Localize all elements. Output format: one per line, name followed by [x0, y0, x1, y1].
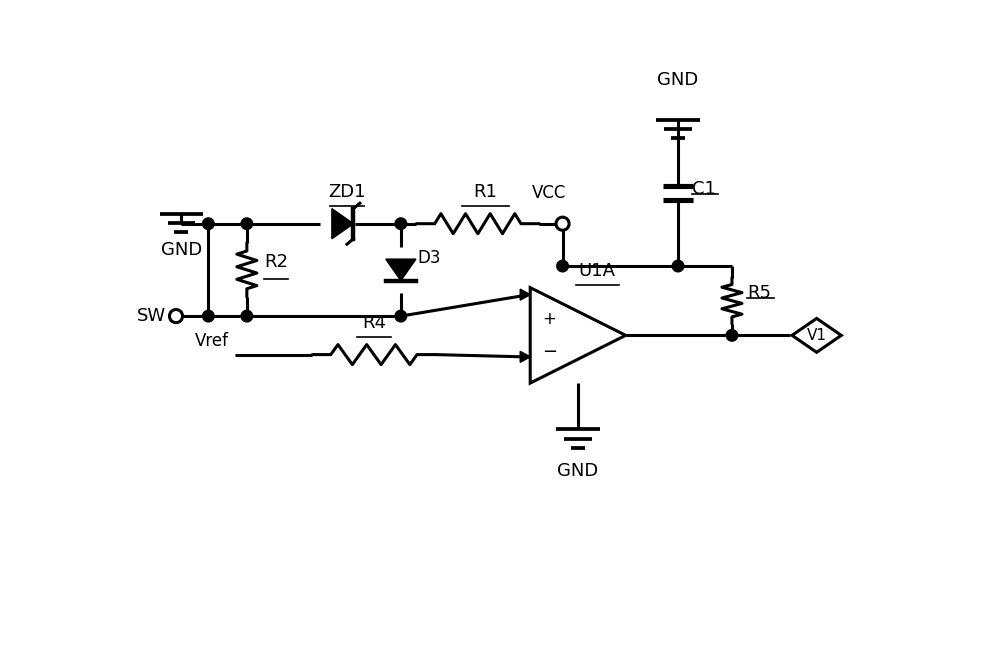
Text: U1A: U1A [579, 262, 616, 280]
Text: R5: R5 [747, 284, 771, 302]
Circle shape [672, 261, 684, 272]
Text: D3: D3 [418, 250, 441, 267]
Text: SW: SW [137, 307, 166, 325]
Polygon shape [386, 259, 416, 281]
Text: ZD1: ZD1 [328, 183, 366, 201]
Text: C1: C1 [692, 180, 716, 198]
Text: R1: R1 [474, 183, 497, 201]
Circle shape [395, 310, 407, 322]
Polygon shape [520, 289, 530, 300]
Circle shape [241, 310, 253, 322]
Circle shape [169, 310, 183, 322]
Text: Vref: Vref [195, 332, 229, 350]
Polygon shape [520, 352, 530, 362]
Text: V1: V1 [807, 328, 827, 343]
Text: GND: GND [657, 71, 699, 89]
Circle shape [556, 217, 569, 230]
Text: R2: R2 [264, 253, 288, 271]
Circle shape [395, 218, 407, 230]
Circle shape [241, 218, 253, 230]
Polygon shape [332, 208, 353, 239]
Circle shape [203, 310, 214, 322]
Circle shape [203, 218, 214, 230]
Text: +: + [542, 310, 556, 328]
Text: VCC: VCC [532, 184, 566, 202]
Text: GND: GND [557, 462, 599, 480]
Circle shape [726, 330, 738, 341]
Text: GND: GND [161, 241, 202, 259]
Text: R4: R4 [362, 313, 386, 332]
Circle shape [557, 261, 568, 272]
Text: −: − [542, 343, 557, 361]
